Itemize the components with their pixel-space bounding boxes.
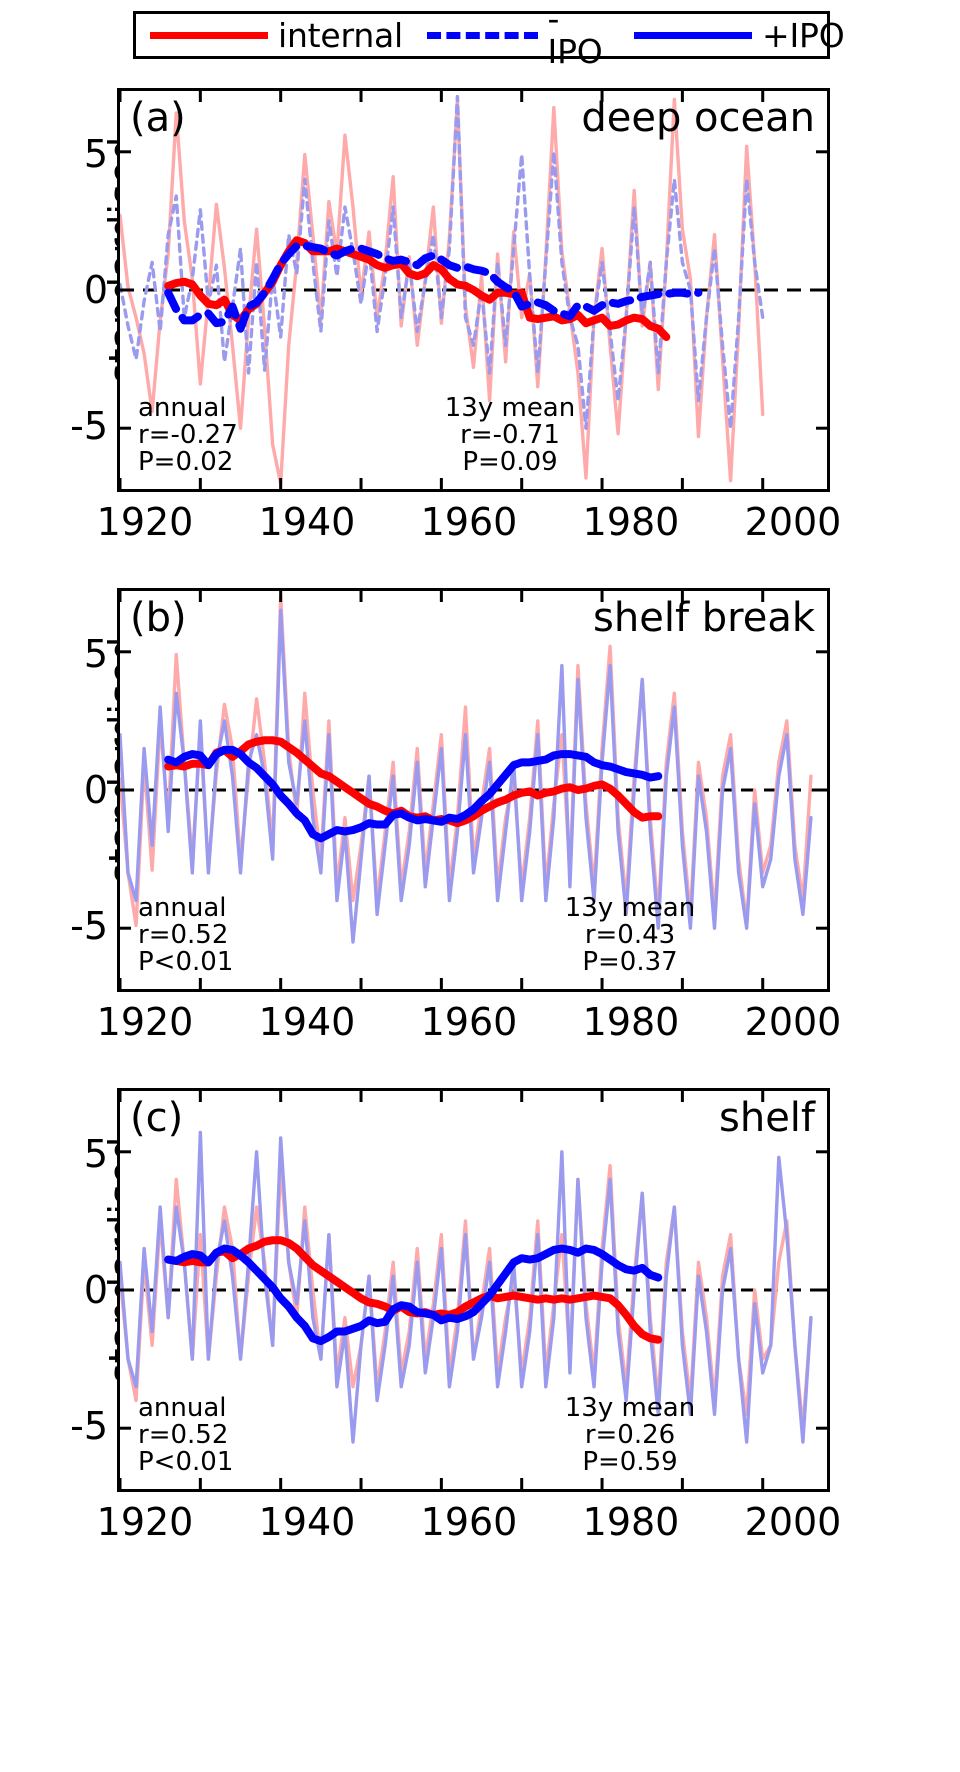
panel-tag-c: (c) [130,1095,184,1141]
stats-13y-p-b: P=0.37 [582,947,678,977]
y-tick-neg5-b: -5 [70,904,108,948]
x-tick-1940-b: 1940 [258,1000,356,1044]
x-tick-1960-b: 1960 [420,1000,518,1044]
stats-annual-title-c: annual [138,1393,227,1423]
stats-13y-r-b: r=0.43 [584,920,676,950]
legend-entry-internal: internal [150,19,403,52]
legend-entry-neg-ipo: -IPO [427,2,610,68]
x-tick-1940-c: 1940 [258,1500,356,1544]
y-tick-0-b: 0 [83,768,108,812]
x-tick-2000-a: 2000 [744,500,842,544]
x-tick-1960-a: 1960 [420,500,518,544]
stats-13y-p-a: P=0.09 [462,447,558,477]
y-tick-5-a: 5 [83,132,108,176]
stats-13y-title-b: 13y mean [564,893,696,923]
stats-13y-title-a: 13y mean [444,393,576,423]
panel-title-b: shelf break [593,595,815,641]
stats-13y-b: 13y mean r=0.43 P=0.37 [540,895,720,976]
y-tick-0-a: 0 [83,268,108,312]
x-tick-1960-c: 1960 [420,1500,518,1544]
panel-tag-a: (a) [130,95,186,141]
y-tick-5-c: 5 [83,1132,108,1176]
plot-area-shelf: (c) shelf annual r=0.52 P<0.01 13y mean … [117,1088,830,1492]
stats-annual-p-a: P=0.02 [138,447,234,477]
legend: internal -IPO +IPO [133,2,845,68]
chart-svg-c [120,1091,827,1489]
legend-label-neg-ipo: -IPO [547,0,603,71]
stats-annual-c: annual r=0.52 P<0.01 [138,1395,233,1476]
stats-13y-r-c: r=0.26 [584,1420,676,1450]
x-tick-1980-b: 1980 [582,1000,680,1044]
stats-annual-r-c: r=0.52 [138,1420,229,1450]
stats-13y-p-c: P=0.59 [582,1447,678,1477]
legend-swatch-pos-ipo-line [634,31,753,39]
stats-annual-title-a: annual [138,393,227,423]
chart-svg-b [120,591,827,989]
plot-area-deep-ocean: (a) deep ocean annual r=-0.27 P=0.02 13y… [117,88,830,492]
x-tick-1980-c: 1980 [582,1500,680,1544]
panel-title-c: shelf [719,1095,815,1141]
x-tick-1980-a: 1980 [582,500,680,544]
x-tick-1920-a: 1920 [96,500,194,544]
y-tick-neg5-c: -5 [70,1404,108,1448]
stats-13y-r-a: r=-0.71 [460,420,560,450]
stats-annual-r-b: r=0.52 [138,920,229,950]
legend-label-pos-ipo: +IPO [762,15,845,55]
panel-tag-b: (b) [130,595,187,641]
legend-label-internal: internal [278,15,404,55]
stats-annual-title-b: annual [138,893,227,923]
y-tick-neg5-a: -5 [70,404,108,448]
y-tick-5-b: 5 [83,632,108,676]
stats-annual-r-a: r=-0.27 [138,420,238,450]
legend-swatch-neg-ipo-line [427,31,538,39]
stats-annual-a: annual r=-0.27 P=0.02 [138,395,238,476]
stats-annual-p-c: P<0.01 [138,1447,234,1477]
x-tick-1940-a: 1940 [258,500,356,544]
y-tick-0-c: 0 [83,1268,108,1312]
legend-entry-pos-ipo: +IPO [634,15,845,55]
stats-annual-p-b: P<0.01 [138,947,234,977]
x-tick-2000-c: 2000 [744,1500,842,1544]
chart-svg-a [120,91,827,489]
stats-13y-c: 13y mean r=0.26 P=0.59 [540,1395,720,1476]
legend-swatch-internal-line [150,31,268,39]
stats-13y-title-c: 13y mean [564,1393,696,1423]
stats-13y-a: 13y mean r=-0.71 P=0.09 [420,395,600,476]
panel-title-a: deep ocean [581,95,815,141]
x-tick-1920-b: 1920 [96,1000,194,1044]
stats-annual-b: annual r=0.52 P<0.01 [138,895,233,976]
plot-area-shelf-break: (b) shelf break annual r=0.52 P<0.01 13y… [117,588,830,992]
x-tick-1920-c: 1920 [96,1500,194,1544]
x-tick-2000-b: 2000 [744,1000,842,1044]
